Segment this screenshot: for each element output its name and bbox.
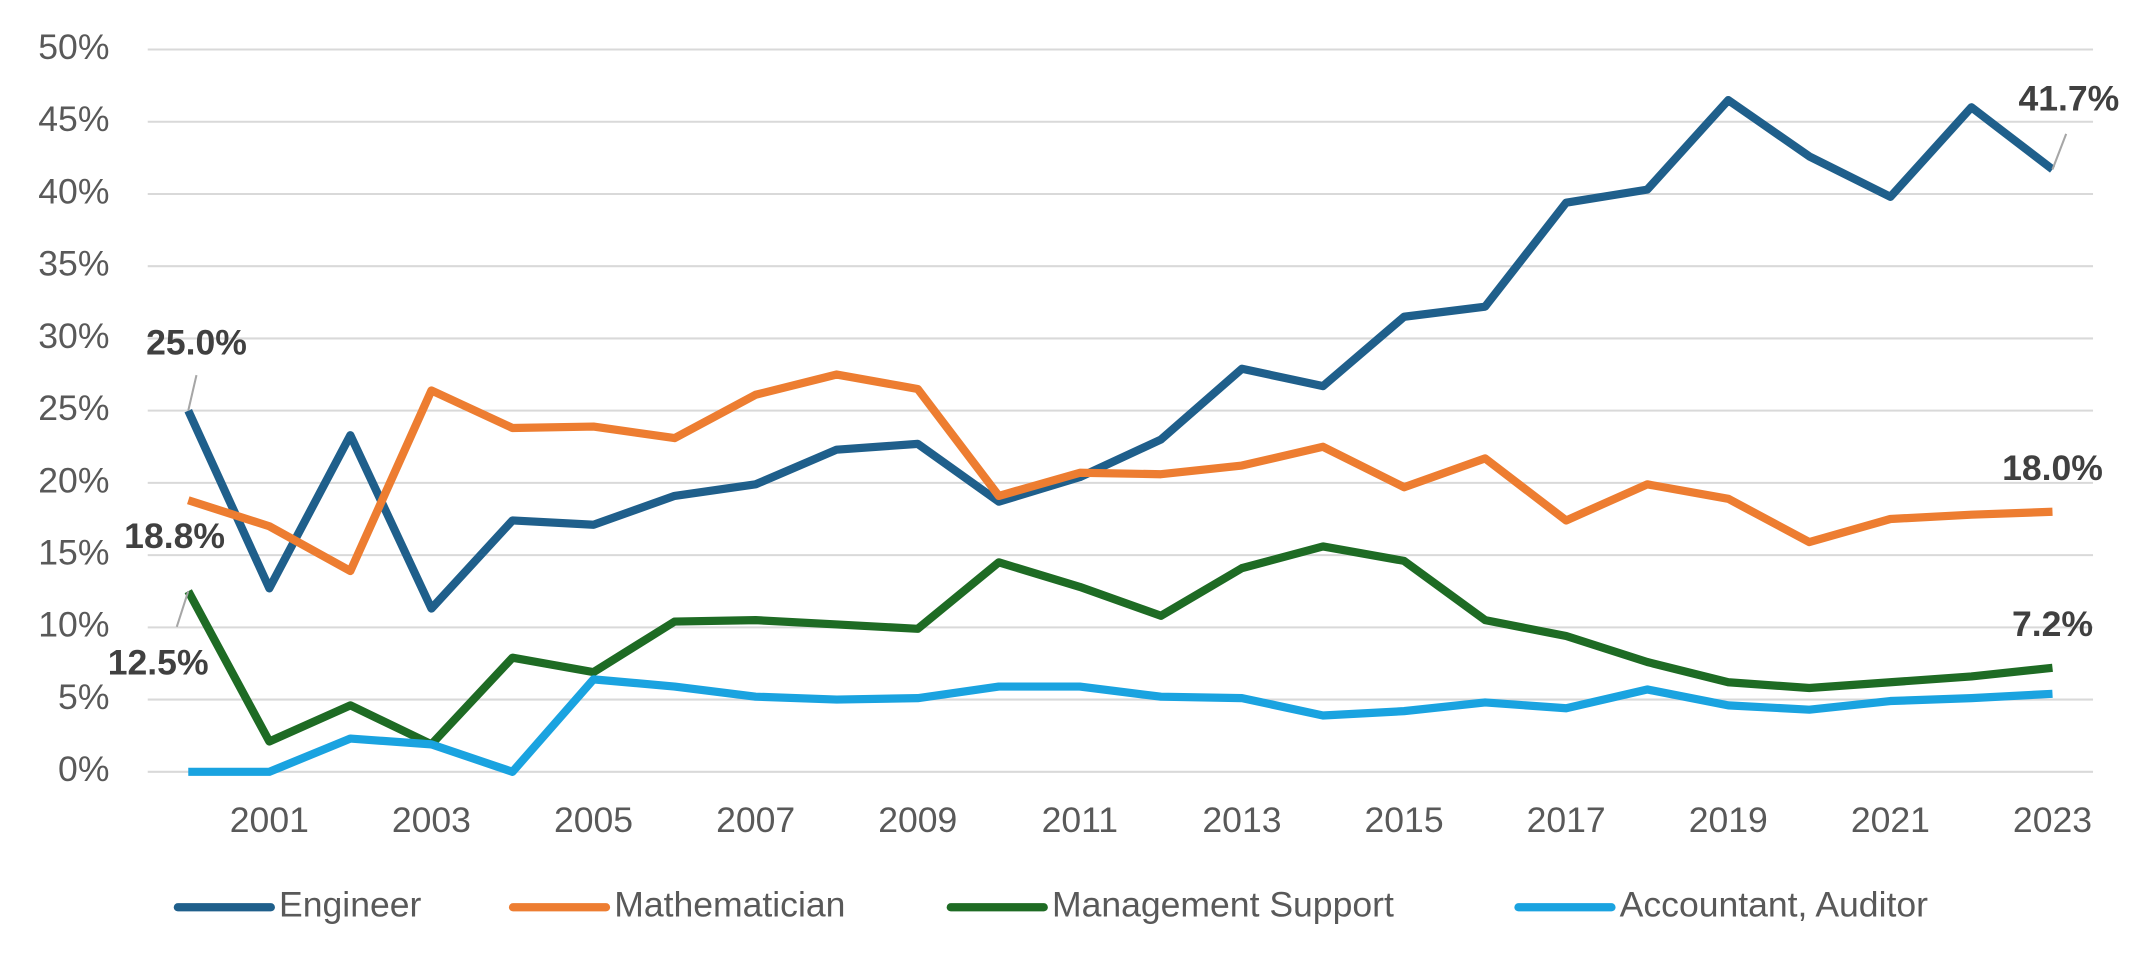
x-tick-label: 2021: [1851, 800, 1930, 840]
y-tick-label: 0%: [58, 749, 109, 789]
x-tick-label: 2011: [1042, 800, 1118, 840]
data-label: 7.2%: [2012, 604, 2093, 644]
legend-label: Engineer: [279, 885, 421, 925]
y-tick-label: 50%: [38, 27, 109, 67]
x-tick-label: 2005: [554, 800, 633, 840]
series-line: [184, 95, 2055, 613]
data-label: 41.7%: [2019, 78, 2120, 118]
series-line: [187, 370, 2053, 576]
series-line: [188, 675, 2053, 776]
legend-label: Management Support: [1052, 885, 1394, 925]
y-tick-label: 45%: [38, 99, 109, 139]
y-tick-label: 5%: [58, 677, 109, 717]
leader-line: [187, 374, 198, 411]
y-tick-label: 10%: [38, 605, 109, 645]
x-tick-label: 2007: [716, 800, 795, 840]
y-tick-label: 40%: [38, 171, 109, 211]
legend-label: Accountant, Auditor: [1620, 885, 1928, 925]
x-tick-label: 2015: [1365, 800, 1444, 840]
x-tick-label: 2003: [392, 800, 471, 840]
y-tick-label: 30%: [38, 316, 109, 356]
x-tick-label: 2013: [1202, 800, 1281, 840]
leader-line: [2051, 133, 2068, 170]
data-label: 18.0%: [2002, 448, 2103, 488]
x-tick-label: 2001: [230, 800, 309, 840]
y-tick-label: 25%: [38, 388, 109, 428]
data-label: 25.0%: [146, 322, 247, 362]
x-tick-label: 2019: [1689, 800, 1768, 840]
y-tick-label: 35%: [38, 244, 109, 284]
legend-label: Mathematician: [614, 885, 845, 925]
y-tick-label: 15%: [38, 533, 109, 573]
series-line: [184, 542, 2053, 749]
y-tick-label: 20%: [38, 460, 109, 500]
x-tick-label: 2023: [2013, 800, 2092, 840]
x-tick-label: 2009: [878, 800, 957, 840]
x-tick-label: 2017: [1527, 800, 1606, 840]
data-label: 18.8%: [124, 516, 225, 556]
data-label: 12.5%: [108, 642, 209, 682]
leader-line: [175, 590, 190, 628]
